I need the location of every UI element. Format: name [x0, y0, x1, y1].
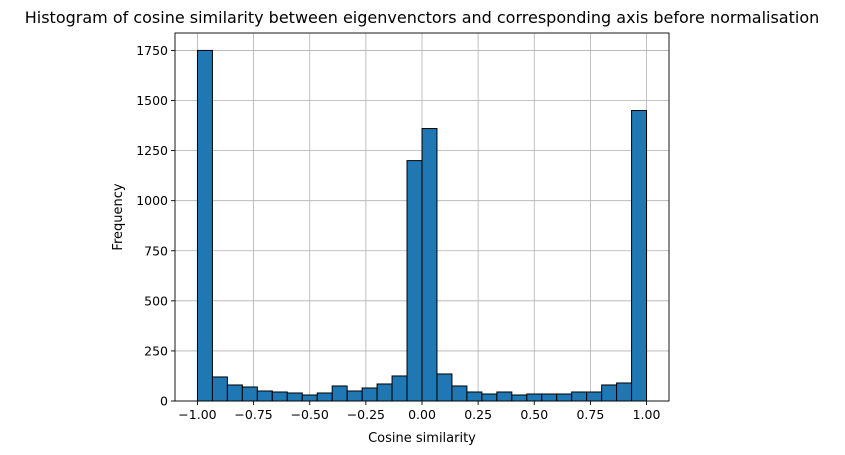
- y-tick-label: 0: [160, 394, 168, 409]
- histogram-bar: [226, 384, 243, 402]
- histogram-bar: [601, 384, 618, 402]
- histogram-bar: [496, 391, 513, 402]
- histogram-bar: [286, 392, 303, 402]
- histogram-bar: [316, 392, 333, 402]
- x-tick-label: 0.25: [464, 407, 492, 422]
- histogram-bar: [541, 393, 558, 402]
- x-tick-label: 0.00: [408, 407, 436, 422]
- histogram-bar: [631, 110, 648, 402]
- y-axis-label: Frequency: [111, 183, 126, 250]
- histogram-bar: [196, 49, 213, 402]
- histogram-bar: [436, 373, 453, 402]
- histogram-bar: [331, 385, 348, 402]
- histogram-bar: [406, 160, 423, 402]
- x-tick-label: 0.75: [576, 407, 604, 422]
- histogram-bar: [586, 391, 603, 402]
- histogram-bar: [241, 386, 258, 402]
- x-tick-label: −0.25: [347, 407, 385, 422]
- histogram-bar: [346, 390, 363, 402]
- histogram-bar: [271, 391, 288, 402]
- x-tick-label: −0.50: [291, 407, 329, 422]
- histogram-bar: [556, 393, 573, 402]
- histogram-bar: [571, 391, 588, 402]
- histogram-bar: [361, 387, 378, 402]
- y-tick-label: 1250: [136, 143, 168, 158]
- histogram-bar: [526, 393, 543, 402]
- x-tick-label: −0.75: [234, 407, 272, 422]
- y-axis-ticks: 0 250 500 750 1000 1250 1500 1750: [136, 43, 175, 409]
- x-axis-ticks: −1.00 −0.75 −0.50 −0.25 0.00 0.25 0.50 0.75 1.00: [178, 401, 661, 422]
- histogram-bar: [301, 394, 318, 402]
- histogram-bar: [256, 390, 273, 402]
- histogram-bar: [211, 376, 228, 402]
- x-tick-label: 1.00: [633, 407, 661, 422]
- y-tick-label: 750: [144, 243, 168, 258]
- x-tick-label: 0.50: [520, 407, 548, 422]
- histogram-bar: [391, 375, 408, 402]
- histogram-bar: [451, 385, 468, 402]
- histogram-bar: [376, 383, 393, 402]
- x-tick-label: −1.00: [178, 407, 216, 422]
- chart-title: Histogram of cosine similarity between e…: [25, 8, 820, 27]
- histogram-bar: [421, 128, 438, 402]
- y-tick-label: 1500: [136, 93, 168, 108]
- histogram-bar: [481, 393, 498, 402]
- x-axis-label: Cosine similarity: [368, 431, 476, 446]
- histogram-bar: [616, 382, 633, 402]
- y-tick-label: 250: [144, 343, 168, 358]
- y-tick-label: 1750: [136, 43, 168, 58]
- histogram-bar: [511, 394, 528, 402]
- y-tick-label: 1000: [136, 193, 168, 208]
- histogram-bar: [466, 391, 483, 402]
- y-tick-label: 500: [144, 293, 168, 308]
